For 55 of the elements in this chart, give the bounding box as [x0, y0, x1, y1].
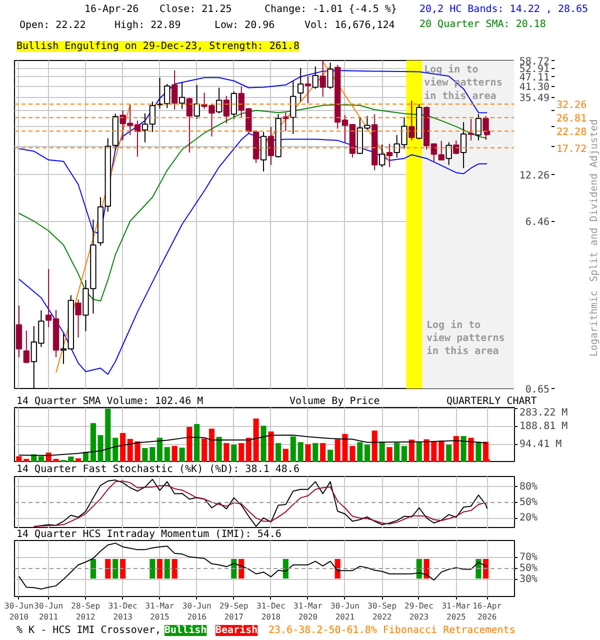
- chart-title: 14 Quarter SMA Volume: 102.46 M: [16, 396, 204, 407]
- x-tick-label: 30-Jun 2011: [34, 602, 64, 622]
- y-tick-label: 50%: [520, 497, 538, 508]
- text: Close: 21.25: [160, 4, 232, 15]
- y-tick-label: 47.11: [519, 72, 550, 84]
- text: Bearish: [216, 624, 258, 636]
- text: Low: 20.96: [214, 20, 275, 31]
- y-axis-title: Split and Dividend Adjusted: [589, 119, 600, 282]
- y-tick-label: 12.26: [519, 170, 550, 182]
- x-tick-label: 31-Mar 2015: [145, 602, 174, 622]
- text: Volume By Price: [290, 396, 380, 407]
- x-tick-label: 30-Jun 2010: [4, 602, 34, 622]
- y-tick-label: 35.49: [519, 93, 550, 104]
- y-tick-label: 80%: [520, 481, 538, 492]
- ref-line-label: 22.28: [556, 127, 587, 138]
- text: 23.6-38.2-50-61.8% Fibonacci Retracements: [268, 625, 516, 636]
- ref-line-label: 17.72: [556, 144, 587, 155]
- x-tick-label: 29-Sep 2017: [219, 602, 248, 622]
- text: QUARTERLY CHART: [446, 396, 537, 407]
- x-tick-label: 30-Sep 2022: [368, 602, 397, 622]
- text: 20 Quarter SMA: 20.18: [420, 19, 546, 30]
- text: Logarithmic: [589, 290, 600, 357]
- y-tick-label: 94.41 M: [520, 439, 562, 450]
- text: Change: -1.01 {-4.5 %}: [264, 4, 397, 15]
- x-tick-label: 31-Mar 2020: [294, 602, 323, 622]
- y-tick-label: 188.81 M: [520, 421, 568, 432]
- y-tick-label: 30%: [520, 574, 538, 586]
- y-tick-label: 50%: [520, 563, 538, 574]
- x-tick-label: 16-Apr 2026: [472, 602, 502, 622]
- ref-line-label: 26.81: [556, 114, 587, 125]
- chart-title: 14 Quarter HCS Intraday Momentum (IMI): 54.6: [16, 529, 282, 540]
- y-tick-label: 6.46: [525, 217, 550, 228]
- text: High: 22.89: [114, 20, 181, 31]
- y-tick-label: 41.30: [519, 82, 550, 94]
- ref-line-label: 32.26: [556, 100, 587, 112]
- chart-title: 14 Quarter Fast Stochastic (%K) (%D): 38.1 48.6: [16, 464, 300, 475]
- x-tick-label: 31-Mar 2025: [442, 602, 471, 622]
- text: 20,2 HC Bands: 14.22 , 28.65: [420, 4, 588, 15]
- y-tick-label: 0.65: [525, 384, 550, 396]
- chart-subtitle: Bullish Engulfing on 29-Dec-23, Strength: 261.8: [16, 41, 300, 52]
- x-tick-label: 30-Jun 2021: [330, 602, 360, 622]
- x-tick-label: 29-Dec 2023: [404, 602, 434, 622]
- text: Open: 22.22: [20, 20, 86, 31]
- x-tick-label: 31-Dec 2013: [108, 602, 138, 622]
- y-tick-label: 70%: [520, 552, 538, 563]
- text: Vol: 16,676,124: [304, 20, 395, 31]
- text: % K - HCS IMI Crossover,: [16, 625, 161, 636]
- text: Bullish: [164, 624, 207, 636]
- annotation: Log in to view patterns in this area: [426, 318, 505, 358]
- x-tick-label: 31-Dec 2018: [256, 602, 286, 622]
- y-tick-label: 20%: [520, 512, 538, 524]
- x-tick-label: 30-Jun 2016: [182, 602, 212, 622]
- x-tick-label: 28-Sep 2012: [71, 602, 100, 622]
- y-tick-label: 283.22 M: [520, 408, 568, 418]
- text: 16-Apr-26: [84, 4, 139, 15]
